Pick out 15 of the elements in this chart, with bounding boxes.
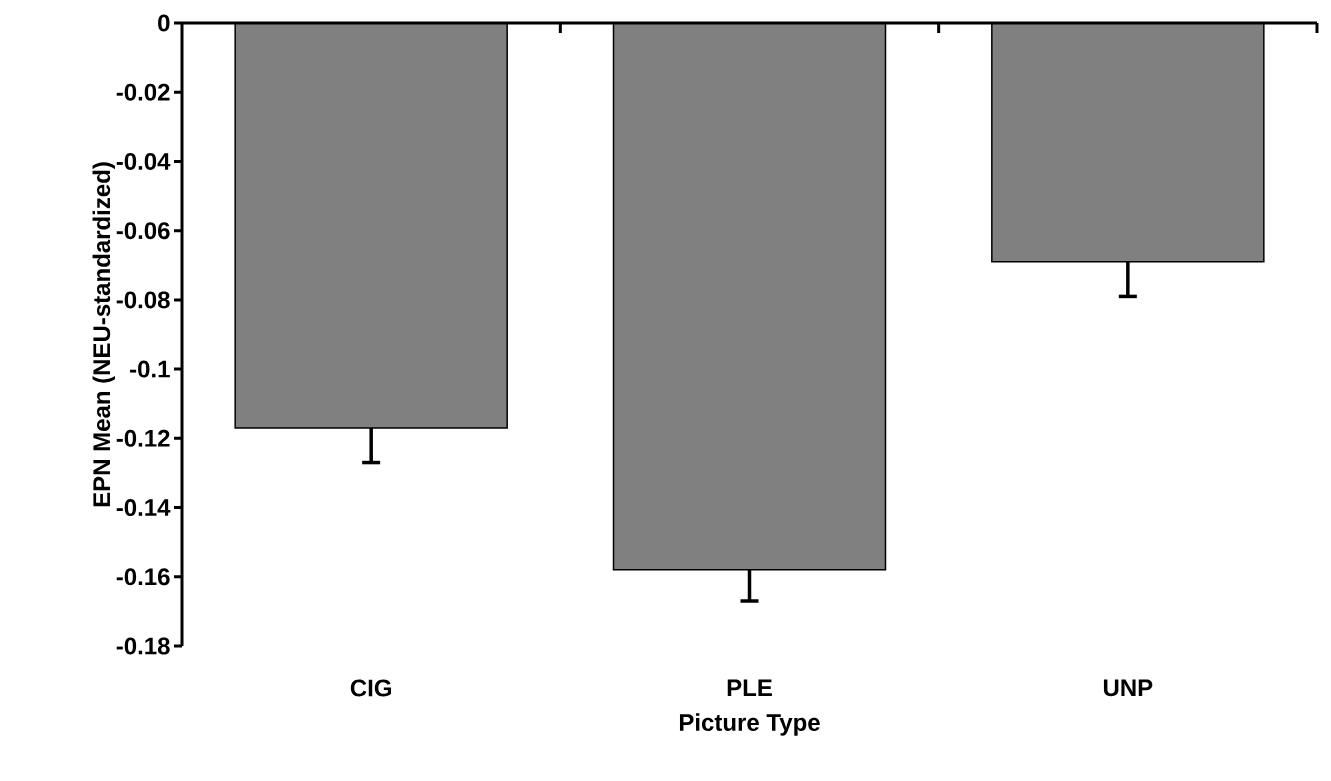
x-tick-label: CIG — [350, 679, 392, 697]
y-tick-label: -0.12 — [116, 429, 170, 447]
y-tick-label: -0.04 — [116, 152, 171, 170]
x-tick-label: PLE — [727, 679, 772, 697]
y-axis-title: EPN Mean (NEU-standardized) — [92, 162, 115, 507]
y-tick-label: 0 — [158, 14, 170, 32]
x-axis-title: Picture Type — [679, 713, 820, 736]
y-tick-label: -0.1 — [130, 360, 170, 378]
y-tick-label: -0.18 — [116, 637, 170, 655]
y-tick-label: -0.06 — [116, 222, 170, 240]
y-tick-label: -0.14 — [116, 499, 171, 517]
y-tick-label: -0.02 — [116, 83, 170, 101]
y-tick-label: -0.16 — [116, 568, 170, 586]
y-tick-label: -0.08 — [116, 291, 170, 309]
x-tick-label: UNP — [1103, 679, 1153, 697]
